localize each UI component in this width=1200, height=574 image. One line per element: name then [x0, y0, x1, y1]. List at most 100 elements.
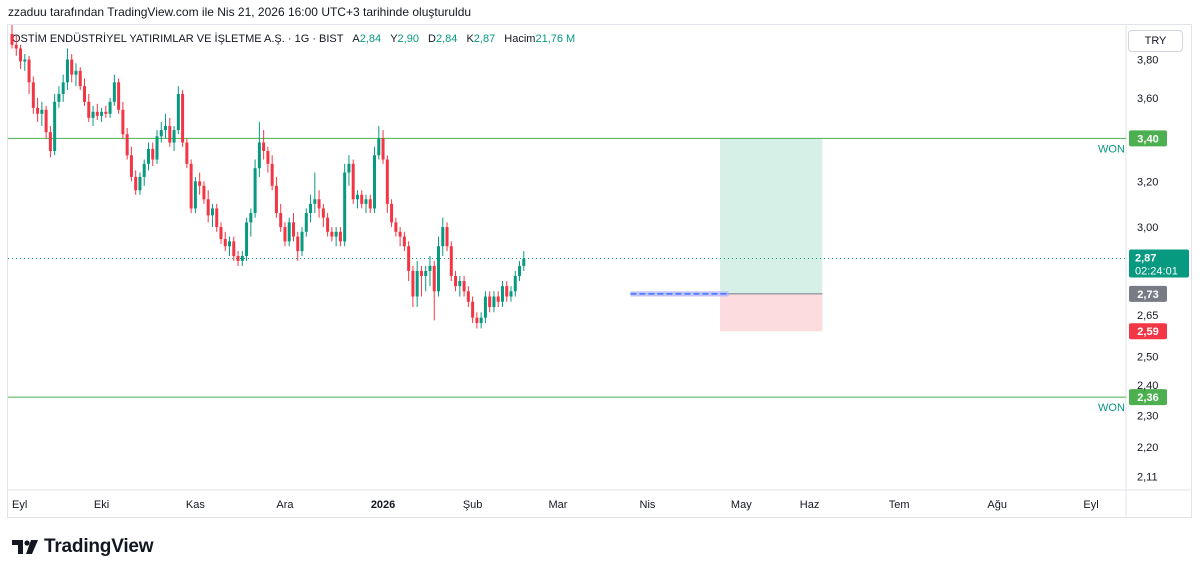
candle-body	[176, 93, 180, 131]
candle-body	[454, 275, 458, 287]
candle-body	[390, 203, 394, 223]
high-label: Y	[390, 33, 398, 45]
candle-body	[65, 59, 69, 83]
candle-body	[210, 208, 214, 216]
candle-body	[458, 281, 462, 287]
tradingview-logo-text: TradingView	[44, 536, 154, 557]
candle-body	[496, 296, 500, 302]
candle-body	[164, 125, 168, 131]
time-tick-label: Eki	[94, 499, 109, 511]
candle-body	[283, 227, 287, 242]
candle-body	[500, 286, 504, 302]
candle-body	[415, 270, 419, 297]
candle-body	[304, 213, 308, 232]
price-tick-label: 2,65	[1137, 310, 1158, 322]
candle-body	[338, 231, 342, 242]
currency-selector[interactable]: TRY	[1128, 30, 1183, 52]
candle-body	[355, 194, 359, 200]
entry-price-badge	[1129, 285, 1167, 302]
level-price-label: 2,36	[1137, 392, 1158, 404]
candle-body	[100, 111, 104, 116]
candle-body	[14, 44, 18, 49]
candle-body	[87, 101, 91, 118]
candle-body	[155, 136, 159, 160]
candle-body	[347, 163, 351, 173]
candle-body	[181, 93, 185, 143]
candle-body	[202, 185, 206, 200]
candle-body	[385, 159, 389, 204]
candle-body	[228, 241, 232, 247]
time-tick-label: Eyl	[1083, 499, 1098, 511]
position-stop-zone[interactable]	[719, 293, 823, 332]
candle-body	[513, 275, 517, 292]
candle-body	[108, 101, 112, 114]
candle-body	[257, 142, 261, 169]
candle-body	[445, 227, 449, 247]
candle-body	[432, 265, 436, 292]
candle-body	[125, 134, 129, 156]
symbol-name[interactable]: OSTİM ENDÜSTRİYEL YATIRIMLAR VE İŞLETME …	[12, 33, 344, 45]
candle-body	[83, 86, 87, 102]
open-value: 2,84	[359, 33, 382, 45]
candle-body	[483, 296, 487, 318]
candle-body	[151, 148, 155, 160]
candle-body	[146, 148, 150, 164]
candle-body	[53, 101, 57, 151]
chart-caption: zzaduu tarafından TradingView.com ile Ni…	[8, 5, 472, 19]
price-tick-label: 2,20	[1137, 442, 1158, 454]
last-price-badge	[1129, 249, 1189, 278]
candle-body	[471, 301, 475, 318]
candle-body	[40, 109, 44, 114]
candle-body	[266, 150, 270, 164]
candle-body	[215, 208, 219, 228]
time-tick-label: Haz	[800, 499, 820, 511]
candle-body	[142, 163, 146, 177]
candle-body	[44, 109, 48, 133]
candle-body	[330, 231, 334, 237]
candle-body	[437, 246, 440, 292]
candle-body	[138, 176, 142, 191]
volume-label: Hacim	[504, 33, 536, 45]
candle-body	[291, 222, 295, 237]
candle-body	[475, 317, 479, 324]
candle-body	[394, 222, 398, 232]
tradingview-logo-icon	[12, 540, 38, 554]
candle-body	[48, 132, 52, 151]
stop-price-label: 2,59	[1137, 326, 1158, 338]
entry-price-label: 2,73	[1137, 289, 1158, 301]
candle-body	[321, 208, 325, 218]
tradingview-logo[interactable]: TradingView	[12, 536, 154, 558]
candle-body	[419, 270, 423, 276]
position-target-zone[interactable]	[719, 138, 823, 294]
high-value: 2,90	[397, 33, 419, 45]
candle-body	[206, 199, 210, 216]
candle-body	[488, 296, 492, 307]
candle-body	[249, 213, 253, 223]
candle-body	[377, 138, 381, 156]
candle-body	[466, 291, 470, 302]
price-tick-label: 2,40	[1137, 380, 1158, 392]
price-tick-label: 3,00	[1137, 222, 1158, 234]
price-tick-label: 3,80	[1137, 55, 1158, 67]
last-price-label: 2,87	[1135, 252, 1156, 264]
level-note: WON	[1098, 402, 1125, 414]
candle-body	[351, 163, 355, 200]
candle-body	[518, 265, 522, 276]
chart-frame	[7, 24, 1192, 518]
candle-body	[462, 281, 466, 292]
candle-body	[402, 236, 406, 247]
candle-body	[262, 142, 266, 151]
candle-body	[240, 255, 244, 261]
candle-body	[168, 125, 172, 143]
candle-body	[317, 199, 321, 209]
candle-body	[159, 130, 163, 137]
price-tick-label: 2,11	[1137, 471, 1158, 483]
candle-body	[428, 265, 432, 271]
open-label: A	[352, 33, 360, 45]
candle-body	[441, 227, 445, 247]
symbol-legend: OSTİM ENDÜSTRİYEL YATIRIMLAR VE İŞLETME …	[12, 33, 575, 45]
time-tick-label: Kas	[186, 499, 205, 511]
candle-body	[360, 194, 364, 204]
candle-body	[193, 181, 197, 209]
